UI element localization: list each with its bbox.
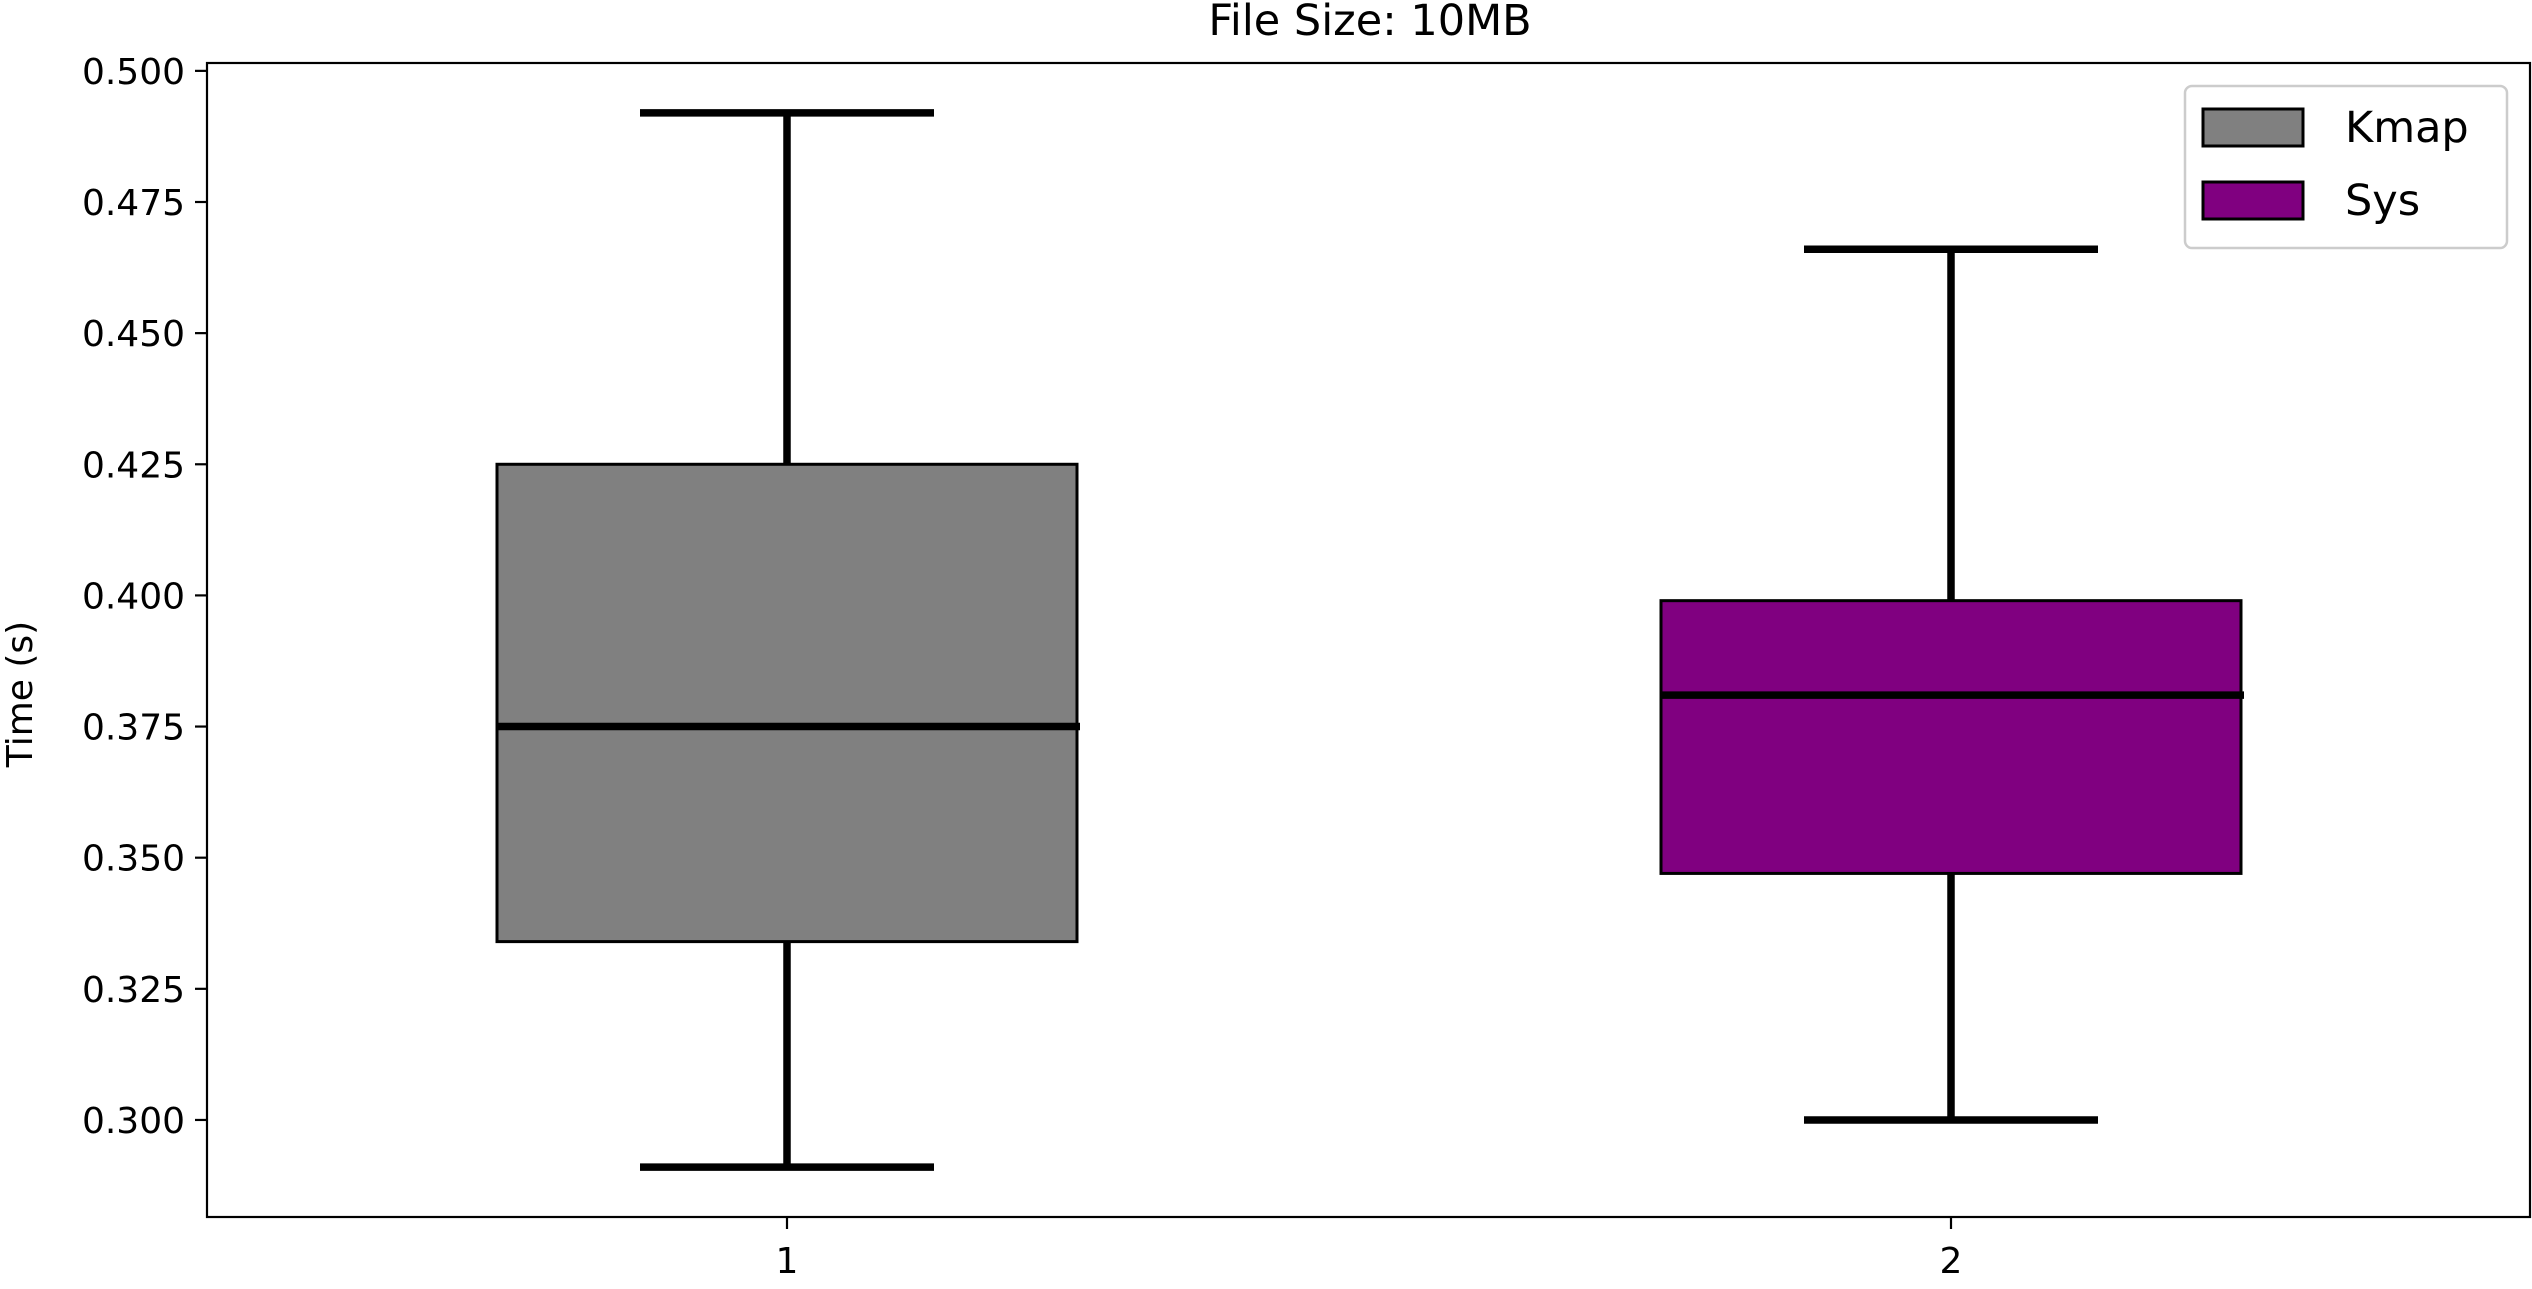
y-tick-label: 0.425 <box>82 445 185 486</box>
x-tick-label: 2 <box>1940 1241 1963 1282</box>
y-tick-label: 0.500 <box>82 52 185 93</box>
box-sys <box>1659 245 2244 1124</box>
legend: Kmap Sys <box>2183 84 2509 250</box>
y-tick-label: 0.350 <box>82 839 185 880</box>
plot-area: 0.300 0.325 0.350 0.375 0.400 0.425 0.450 0.475… <box>82 52 2532 1282</box>
legend-swatch-kmap <box>2201 107 2305 148</box>
y-tick-label: 0.400 <box>82 576 185 617</box>
box-kmap <box>495 109 1080 1171</box>
legend-label-kmap: Kmap <box>2345 103 2469 153</box>
x-tick-label: 1 <box>776 1241 799 1282</box>
y-tick-label: 0.300 <box>82 1101 185 1142</box>
y-tick-label: 0.475 <box>82 183 185 224</box>
iqr-box <box>1659 599 2243 875</box>
iqr-box <box>495 462 1079 944</box>
legend-swatch-sys <box>2201 180 2305 221</box>
y-axis-title: Time (s) <box>0 621 41 768</box>
y-tick-label: 0.325 <box>82 970 185 1011</box>
y-tick-label: 0.450 <box>82 314 185 355</box>
axes-frame <box>205 61 2532 1219</box>
chart-title: File Size: 10MB <box>1208 0 1531 46</box>
y-tick-label: 0.375 <box>82 708 185 749</box>
legend-label-sys: Sys <box>2345 176 2420 226</box>
